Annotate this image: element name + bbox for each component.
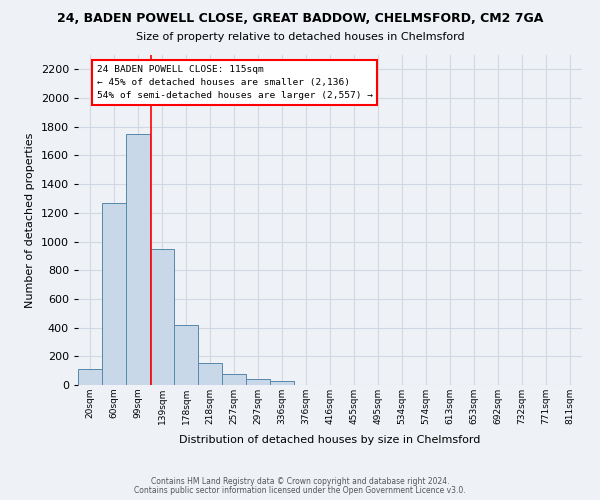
Y-axis label: Number of detached properties: Number of detached properties	[25, 132, 35, 308]
Bar	[126, 134, 150, 385]
Text: Contains HM Land Registry data © Crown copyright and database right 2024.: Contains HM Land Registry data © Crown c…	[151, 477, 449, 486]
Bar	[150, 248, 174, 385]
X-axis label: Distribution of detached houses by size in Chelmsford: Distribution of detached houses by size …	[179, 436, 481, 446]
Bar	[246, 378, 270, 385]
Text: Contains public sector information licensed under the Open Government Licence v3: Contains public sector information licen…	[134, 486, 466, 495]
Bar	[78, 369, 102, 385]
Text: 24, BADEN POWELL CLOSE, GREAT BADDOW, CHELMSFORD, CM2 7GA: 24, BADEN POWELL CLOSE, GREAT BADDOW, CH…	[57, 12, 543, 26]
Bar	[222, 374, 246, 385]
Bar	[270, 382, 294, 385]
Bar	[174, 326, 198, 385]
Bar	[102, 203, 126, 385]
Text: Size of property relative to detached houses in Chelmsford: Size of property relative to detached ho…	[136, 32, 464, 42]
Bar	[198, 364, 222, 385]
Text: 24 BADEN POWELL CLOSE: 115sqm
← 45% of detached houses are smaller (2,136)
54% o: 24 BADEN POWELL CLOSE: 115sqm ← 45% of d…	[97, 65, 373, 100]
